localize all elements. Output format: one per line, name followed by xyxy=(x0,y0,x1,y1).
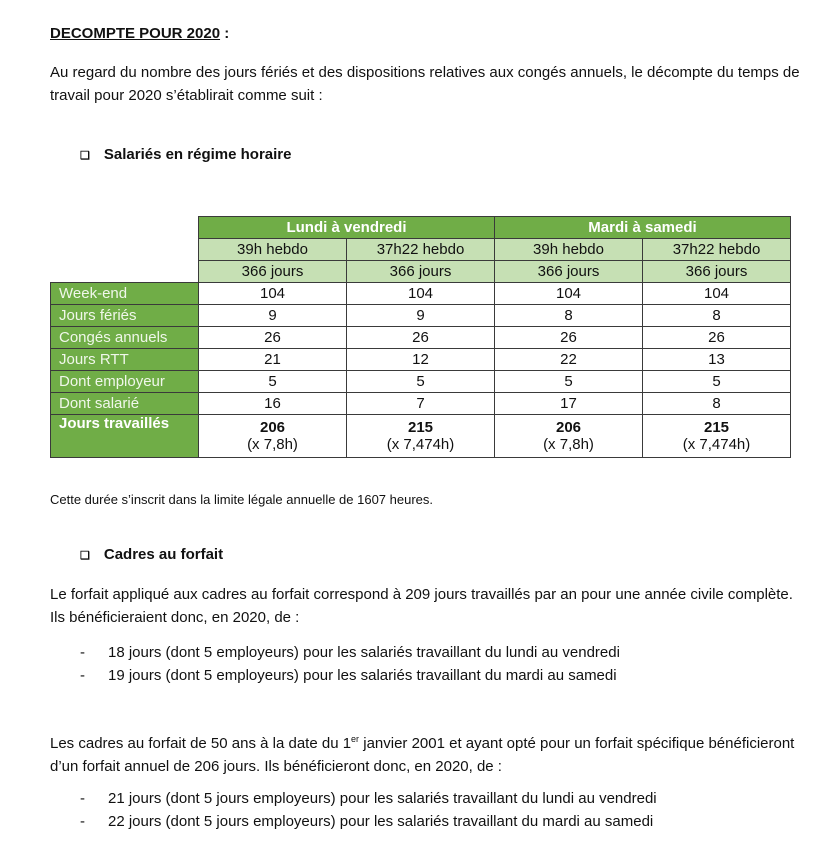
days-header: 366 jours xyxy=(198,260,347,283)
row-label: Congés annuels xyxy=(50,326,199,349)
table-cell: 8 xyxy=(642,304,791,327)
days-header: 366 jours xyxy=(494,260,643,283)
table-row: Jours fériés 9 9 8 8 xyxy=(50,304,791,327)
table-row: Congés annuels 26 26 26 26 xyxy=(50,326,791,349)
row-label: Dont employeur xyxy=(50,370,199,393)
table-cell: 26 xyxy=(494,326,643,349)
table-cell: 22 xyxy=(494,348,643,371)
intro-paragraph: Au regard du nombre des jours fériés et … xyxy=(50,64,800,104)
table-cell: 5 xyxy=(346,370,495,393)
table-cell: 8 xyxy=(642,392,791,415)
legal-note: Cette durée s’inscrit dans la limite lég… xyxy=(50,492,434,507)
row-label: Jours fériés xyxy=(50,304,199,327)
row-label: Week-end xyxy=(50,282,199,305)
hours-table: Lundi à vendredi Mardi à samedi 39h hebdo… xyxy=(50,216,791,458)
table-cell: 13 xyxy=(642,348,791,371)
dash-bullet: - xyxy=(80,667,85,684)
table-cell: 17 xyxy=(494,392,643,415)
table-cell: 5 xyxy=(642,370,791,393)
group-header: Mardi à samedi xyxy=(494,216,791,239)
table-cell: 12 xyxy=(346,348,495,371)
table-cell: 8 xyxy=(494,304,643,327)
checkbox-bullet-icon: ❑ xyxy=(80,550,90,562)
subheader: 39h hebdo xyxy=(198,238,347,261)
forfait-paragraph: Le forfait appliqué aux cadres au forfai… xyxy=(50,586,793,626)
subheader: 37h22 hebdo xyxy=(642,238,791,261)
subheader: 37h22 hebdo xyxy=(346,238,495,261)
list-item: 22 jours (dont 5 jours employeurs) pour … xyxy=(108,813,654,830)
table-cell: 9 xyxy=(346,304,495,327)
table-cell: 26 xyxy=(642,326,791,349)
table-cell: 104 xyxy=(642,282,791,305)
dash-bullet: - xyxy=(80,644,85,661)
table-row: Dont salarié 16 7 17 8 xyxy=(50,392,791,415)
list-item: 19 jours (dont 5 employeurs) pour les sa… xyxy=(108,667,617,684)
checkbox-bullet-icon: ❑ xyxy=(80,150,90,162)
table-cell: 104 xyxy=(346,282,495,305)
days-header: 366 jours xyxy=(346,260,495,283)
list-item: 21 jours (dont 5 jours employeurs) pour … xyxy=(108,790,657,807)
total-cell: 215 (x 7,474h) xyxy=(642,414,791,458)
total-cell: 215 (x 7,474h) xyxy=(346,414,495,458)
table-cell: 21 xyxy=(198,348,347,371)
row-label: Jours RTT xyxy=(50,348,199,371)
cadres-50-paragraph: Les cadres au forfait de 50 ans à la dat… xyxy=(50,734,795,775)
table-row: Week-end 104 104 104 104 xyxy=(50,282,791,305)
days-header: 366 jours xyxy=(642,260,791,283)
subheader: 39h hebdo xyxy=(494,238,643,261)
table-cell: 5 xyxy=(198,370,347,393)
table-cell: 26 xyxy=(346,326,495,349)
table-row: Dont employeur 5 5 5 5 xyxy=(50,370,791,393)
table-cell: 104 xyxy=(198,282,347,305)
row-label: Jours travaillés xyxy=(50,414,199,458)
dash-bullet: - xyxy=(80,790,85,807)
total-cell: 206 (x 7,8h) xyxy=(198,414,347,458)
table-cell: 16 xyxy=(198,392,347,415)
table-cell: 5 xyxy=(494,370,643,393)
table-cell: 7 xyxy=(346,392,495,415)
total-cell: 206 (x 7,8h) xyxy=(494,414,643,458)
total-row: Jours travaillés 206 (x 7,8h) 215 (x 7,474… xyxy=(50,414,791,458)
table-cell: 26 xyxy=(198,326,347,349)
list-item: 18 jours (dont 5 employeurs) pour les sa… xyxy=(108,644,620,661)
document-title: DECOMPTE POUR 2020 : xyxy=(50,25,230,42)
section-cadres: ❑ Cadres au forfait xyxy=(80,546,224,563)
section-salaries-horaire: ❑ Salariés en régime horaire xyxy=(80,146,292,163)
table-row: Jours RTT 21 12 22 13 xyxy=(50,348,791,371)
row-label: Dont salarié xyxy=(50,392,199,415)
group-header: Lundi à vendredi xyxy=(198,216,495,239)
table-cell: 9 xyxy=(198,304,347,327)
dash-bullet: - xyxy=(80,813,85,830)
table-cell: 104 xyxy=(494,282,643,305)
